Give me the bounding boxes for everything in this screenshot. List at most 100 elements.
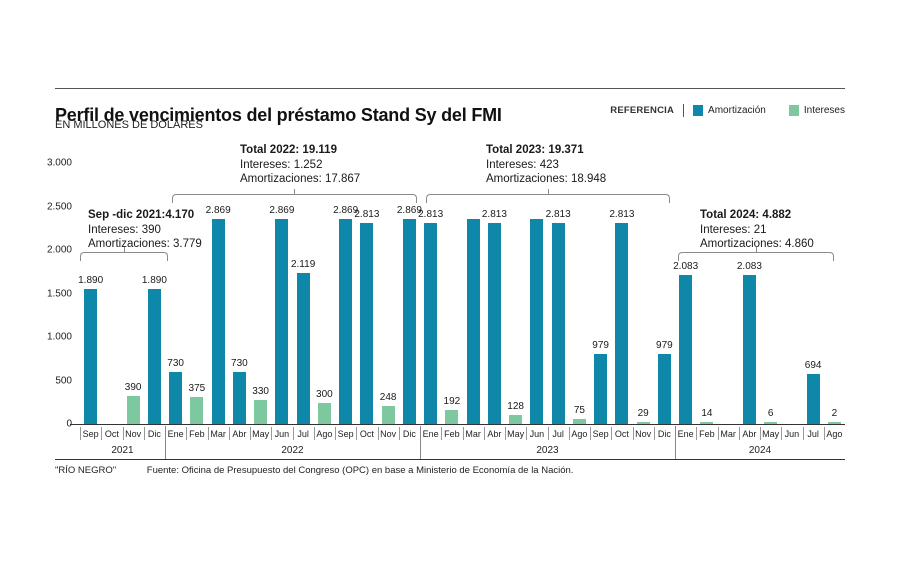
month-tick-label: May xyxy=(507,429,525,439)
month-tick-label: Jun xyxy=(784,429,800,439)
month-separator xyxy=(441,427,443,440)
month-tick-label: Oct xyxy=(104,429,119,439)
y-axis-tick-label: 2.000 xyxy=(46,244,72,256)
month-separator xyxy=(568,427,570,440)
annotation-2022-total: Total 2022: 19.119 xyxy=(240,144,337,156)
month-tick-label: Sep xyxy=(337,429,354,439)
month-tick-label: Ene xyxy=(422,429,439,439)
bar-value-label: 14 xyxy=(701,408,713,419)
month-tick-label: Nov xyxy=(380,429,397,439)
year-label-2023: 2023 xyxy=(536,445,559,456)
month-tick-label: Ago xyxy=(316,429,333,439)
bar-oct-2022 xyxy=(360,223,374,424)
bracket-2022 xyxy=(172,189,417,203)
month-separator xyxy=(802,427,804,440)
month-tick-label: Sep xyxy=(82,429,99,439)
month-separator xyxy=(335,427,336,440)
month-separator xyxy=(313,427,315,440)
month-tick-label: Sep xyxy=(592,429,609,439)
bar-value-label: 2.869 xyxy=(205,205,231,216)
x-axis-line xyxy=(70,424,845,425)
bar-dic-2022 xyxy=(402,219,416,424)
bar-ago-2022 xyxy=(317,403,331,424)
month-separator xyxy=(611,427,613,440)
month-tick-label: Oct xyxy=(359,429,374,439)
chart-subtitle: EN MILLONES DE DÓLARES xyxy=(55,119,203,131)
month-separator xyxy=(101,427,103,440)
bar-value-label: 1.890 xyxy=(141,275,167,286)
month-tick-label: Oct xyxy=(614,429,629,439)
bracket-2024 xyxy=(678,247,834,261)
month-separator xyxy=(143,427,145,440)
bar-jun-2022 xyxy=(275,219,289,424)
annotation-2023-total: Total 2023: 19.371 xyxy=(486,144,584,156)
month-tick-label: May xyxy=(252,429,270,439)
bar-value-label: 979 xyxy=(656,340,673,351)
bar-mar-2022 xyxy=(211,219,225,424)
bar-feb-2022 xyxy=(190,397,204,424)
bar-ago-2023 xyxy=(572,419,586,424)
y-axis-tick-label: 1.000 xyxy=(46,331,72,343)
bar-value-label: 330 xyxy=(252,386,269,397)
bar-value-label: 2.083 xyxy=(673,261,699,272)
annotation-2021: Sep -dic 2021:4.170 Intereses: 390 Amort… xyxy=(88,208,202,252)
bar-value-label: 2.813 xyxy=(418,209,444,220)
y-axis-tick-label: 3.000 xyxy=(46,157,72,169)
y-axis-tick-label: 0 xyxy=(66,418,72,430)
legend-title: REFERENCIA xyxy=(610,105,675,116)
bar-value-label: 2.813 xyxy=(481,209,507,220)
month-separator xyxy=(781,427,783,440)
bar-jul-2024 xyxy=(806,374,820,424)
month-tick-label: Mar xyxy=(720,429,736,439)
month-separator xyxy=(377,427,379,440)
bar-value-label: 2.119 xyxy=(290,259,316,270)
month-tick-label: May xyxy=(762,429,780,439)
bar-ene-2024 xyxy=(679,275,693,424)
top-rule xyxy=(55,88,845,89)
month-separator xyxy=(653,427,655,440)
intereses-swatch-icon xyxy=(788,105,799,116)
month-separator xyxy=(398,427,400,440)
month-tick-label: Feb xyxy=(189,429,205,439)
bar-value-label: 2.813 xyxy=(609,209,635,220)
month-separator xyxy=(823,427,825,440)
legend-item-intereses: Intereses xyxy=(775,105,845,116)
month-separator xyxy=(250,427,251,440)
bar-mar-2023 xyxy=(466,219,480,424)
bar-value-label: 6 xyxy=(767,408,774,419)
bar-value-label: 2.869 xyxy=(269,205,295,216)
bar-jul-2023 xyxy=(551,223,565,424)
month-tick-label: Dic xyxy=(657,429,671,439)
month-tick-label: Jul xyxy=(297,429,309,439)
bar-sep-2022 xyxy=(339,219,353,424)
month-tick-label: Ago xyxy=(826,429,843,439)
bar-value-label: 979 xyxy=(592,340,609,351)
annotation-2022-amortizaciones: Amortizaciones: 17.867 xyxy=(240,173,361,185)
bar-value-label: 2.813 xyxy=(354,209,380,220)
month-separator xyxy=(228,427,230,440)
bar-jul-2022 xyxy=(296,273,310,424)
legend-item-label: Intereses xyxy=(803,105,845,116)
month-tick-label: Abr xyxy=(232,429,247,439)
annotation-2023-intereses: Intereses: 423 xyxy=(486,158,559,171)
month-tick-label: Feb xyxy=(699,429,715,439)
year-divider xyxy=(420,426,421,459)
month-separator xyxy=(292,427,294,440)
bar-value-label: 75 xyxy=(573,405,585,416)
month-tick-label: Dic xyxy=(402,429,416,439)
month-separator xyxy=(760,427,761,440)
annotation-2021-intereses: Intereses: 390 xyxy=(88,223,161,236)
year-divider xyxy=(165,426,166,459)
month-separator xyxy=(80,427,81,440)
bar-value-label: 694 xyxy=(804,360,822,371)
bar-nov-2023 xyxy=(636,422,650,424)
bar-nov-2021 xyxy=(126,396,140,424)
annotation-2021-total: Sep -dic 2021:4.170 xyxy=(88,209,195,221)
bar-value-label: 2.813 xyxy=(545,209,571,220)
bar-abr-2023 xyxy=(487,223,501,424)
bar-value-label: 730 xyxy=(167,358,184,369)
year-label-2024: 2024 xyxy=(748,445,772,456)
month-separator xyxy=(356,427,358,440)
year-label-2022: 2022 xyxy=(281,445,304,456)
page-title: Perfil de vencimientos del préstamo Stan… xyxy=(55,105,502,126)
